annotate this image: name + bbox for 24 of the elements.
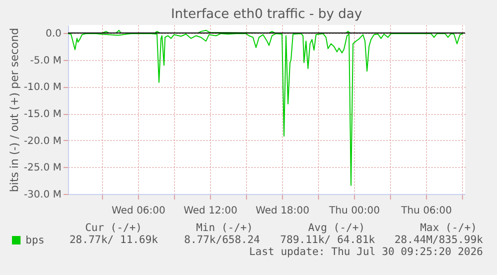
y-tick-label: 0.0	[46, 28, 62, 40]
y-tick-label: -20.0 M	[24, 136, 62, 147]
x-tick-label: Thu 00:00	[328, 206, 380, 216]
y-tick-label: -10.0 M	[24, 82, 62, 94]
x-tick-label: Thu 06:00	[400, 206, 452, 216]
chart-title: Interface eth0 traffic - by day	[170, 7, 362, 22]
text: 789.11k/ 64.81k	[280, 234, 375, 246]
text: 28.77k/ 11.69k	[69, 234, 158, 246]
y-tick-label: -30.0 M	[24, 190, 62, 200]
y-tick-label: -5.0 M	[30, 55, 62, 66]
x-tick-label: Wed 18:00	[256, 206, 310, 216]
legend-label: bps	[26, 234, 44, 246]
x-tick-label: Wed 12:00	[184, 206, 238, 216]
text: Max (-/+)	[420, 222, 477, 234]
y-tick-label: -25.0 M	[24, 162, 62, 174]
text: Cur (-/+)	[85, 222, 142, 234]
y-tick-label: -15.0 M	[24, 109, 62, 120]
y-axis-title: bits in (-) / out (+) per second	[8, 28, 21, 192]
text: Avg (-/+)	[308, 222, 365, 234]
text: Last update: Thu Jul 30 09:25:20 2026	[249, 246, 483, 258]
text: 28.44M/835.99k	[394, 234, 483, 246]
text: Min (-/+)	[196, 222, 253, 234]
x-tick-label: Wed 06:00	[112, 206, 166, 216]
text: 8.77k/658.24	[184, 234, 260, 246]
